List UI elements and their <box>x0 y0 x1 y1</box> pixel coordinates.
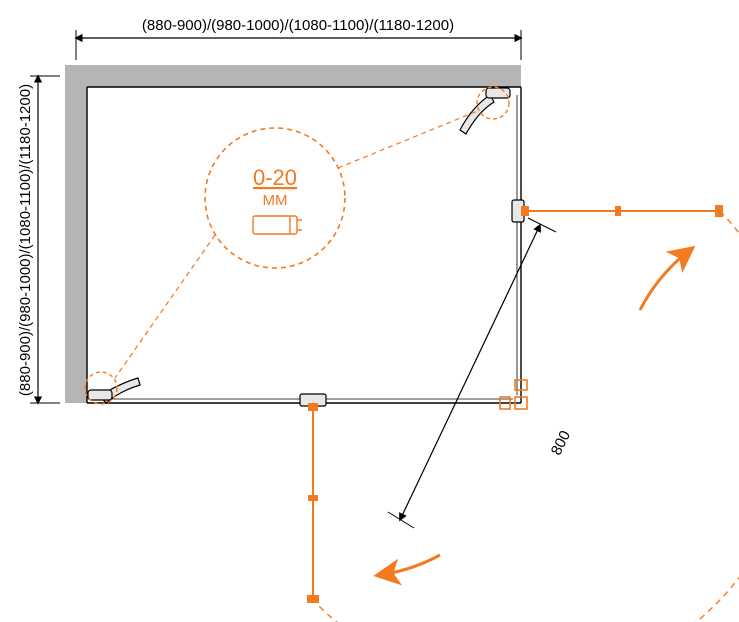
adjust-unit: MM <box>263 192 288 209</box>
adjust-markers <box>85 87 509 404</box>
left-dimension-label: (880-900)/(980-1000)/(1080-1100)/(1180-1… <box>17 84 34 396</box>
adjust-callout: 0-20 MM <box>115 110 480 378</box>
top-dimension: (880-900)/(980-1000)/(1080-1100)/(1180-1… <box>76 17 521 60</box>
door-panels <box>307 205 723 603</box>
door-dimension: 800 <box>388 218 720 528</box>
top-dimension-label: (880-900)/(980-1000)/(1080-1100)/(1180-1… <box>142 17 454 34</box>
adjust-value: 0-20 <box>253 165 297 190</box>
door-dimension-label: 800 <box>548 428 574 458</box>
swing-arcs <box>313 211 739 622</box>
enclosure-outline <box>87 87 521 403</box>
left-dimension: (880-900)/(980-1000)/(1080-1100)/(1180-1… <box>17 76 60 403</box>
